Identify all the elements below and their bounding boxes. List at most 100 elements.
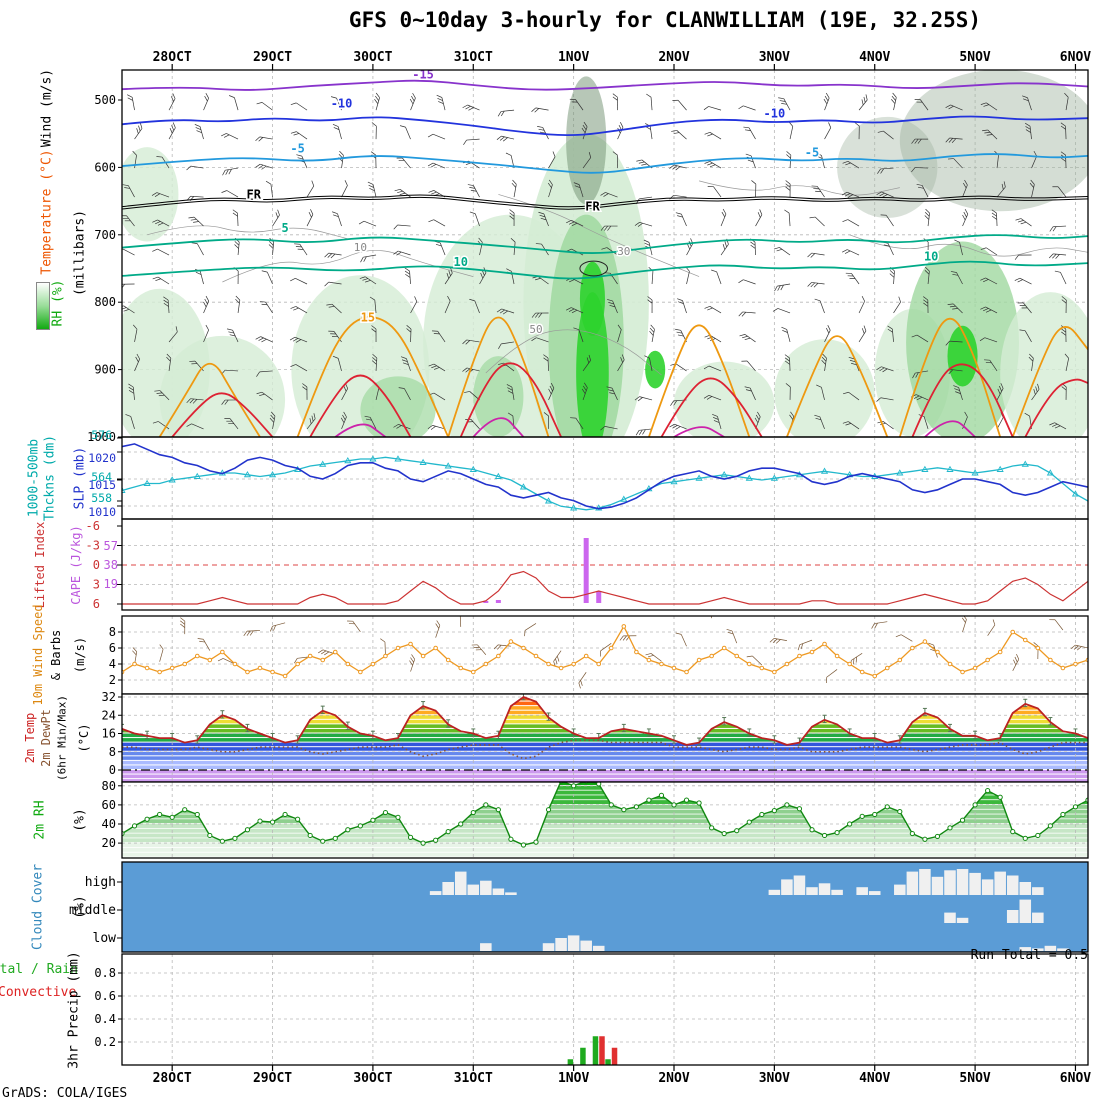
svg-text:-5: -5 [290,142,304,156]
svg-text:576: 576 [91,428,112,442]
svg-text:6NOV: 6NOV [1060,1071,1091,1086]
svg-text:3: 3 [93,578,100,592]
svg-text:31OCT: 31OCT [454,50,493,65]
panel-slp-thickness [122,437,1088,519]
axis-label-cape: CAPE (J/kg) [69,525,83,605]
svg-text:2NOV: 2NOV [658,1071,689,1086]
svg-text:2NOV: 2NOV [658,50,689,65]
panel-cloud-frame [121,861,1089,953]
axis-label-millibars: (millibars) [72,209,88,297]
svg-text:-10: -10 [764,106,786,120]
svg-text:0: 0 [109,763,116,777]
panel-li-cape [122,519,1088,610]
svg-text:600: 600 [94,160,116,174]
svg-text:30: 30 [617,245,630,258]
axis-label-precip: 3hr Precip (mm) [66,951,82,1069]
axis-label-rh-pct: (%) [72,808,88,832]
svg-text:0.8: 0.8 [94,966,116,980]
panel-cloud [122,862,1088,952]
svg-text:1020: 1020 [88,451,116,465]
svg-text:10: 10 [354,241,367,254]
svg-text:2: 2 [109,673,116,687]
svg-text:500: 500 [94,93,116,107]
svg-text:low: low [93,931,117,946]
svg-text:558: 558 [91,491,112,505]
run-total: Run Total = 0.5 [970,948,1088,963]
svg-text:16: 16 [102,727,116,741]
svg-text:6: 6 [93,597,100,611]
svg-text:800: 800 [94,295,116,309]
svg-text:6: 6 [109,641,116,655]
panel-upper-air: 10 30 50 -15 -10 -10 -5 -5 FR FR 5 10 10 15 [122,67,1088,437]
svg-text:60: 60 [102,798,116,812]
svg-text:10: 10 [454,255,468,269]
svg-text:38: 38 [104,558,118,572]
svg-text:0.2: 0.2 [94,1035,116,1049]
svg-text:0.6: 0.6 [94,989,116,1003]
svg-text:-5: -5 [805,146,819,160]
svg-text:1NOV: 1NOV [558,1071,589,1086]
legend-total-rain: Total / Rain [0,962,78,977]
axis-label-ms: (m/s) [73,636,87,674]
svg-text:1NOV: 1NOV [558,50,589,65]
svg-text:0: 0 [93,558,100,572]
svg-text:0.4: 0.4 [94,1012,116,1026]
svg-text:30OCT: 30OCT [353,1071,392,1086]
svg-text:5NOV: 5NOV [959,50,990,65]
axis-label-barbs: & Barbs [49,629,63,681]
panel-precip [122,954,1088,1065]
panel-precip-frame [121,953,1089,1066]
svg-text:32: 32 [102,690,116,704]
svg-text:-6: -6 [86,519,100,533]
rh-colorbar [36,282,50,330]
svg-text:3NOV: 3NOV [759,50,790,65]
svg-text:5NOV: 5NOV [959,1071,990,1086]
panel-temp [122,694,1088,782]
panel-rh2m [122,782,1088,858]
svg-text:1010: 1010 [88,505,116,519]
svg-text:-3: -3 [86,539,100,553]
svg-text:19: 19 [104,577,118,591]
axis-label-rh: RH (%) [50,279,66,327]
chart-title: GFS 0~10day 3-hourly for CLANWILLIAM (19… [348,8,982,32]
panel-wind10m [122,616,1088,694]
axis-label-thickness-1: 1000-500mb [26,438,42,518]
axis-label-temperature: Temperature (°C) [39,149,55,275]
svg-text:10: 10 [924,249,938,263]
axis-label-2m-dewpt: 2m DewPt [39,709,53,767]
svg-text:4NOV: 4NOV [859,1071,890,1086]
svg-text:5: 5 [281,221,288,235]
axis-label-wind: Wind (m/s) [39,68,55,148]
svg-text:FR: FR [585,199,600,213]
svg-text:-15: -15 [412,67,434,81]
axis-label-lifted-index: Lifted Index [33,521,47,609]
svg-text:3NOV: 3NOV [759,1071,790,1086]
svg-text:FR: FR [247,187,262,201]
legend-convective: Convective [0,985,77,1000]
svg-text:29OCT: 29OCT [253,1071,292,1086]
svg-text:28OCT: 28OCT [153,1071,192,1086]
svg-text:4: 4 [109,657,116,671]
svg-text:-10: -10 [331,96,353,110]
svg-text:1015: 1015 [88,478,116,492]
grads-credit: GrADS: COLA/IGES [2,1086,128,1100]
axis-label-cloud-cover: Cloud Cover [30,863,46,951]
svg-text:4NOV: 4NOV [859,50,890,65]
svg-text:57: 57 [104,539,118,553]
svg-text:31OCT: 31OCT [454,1071,493,1086]
axis-label-2m-temp: 2m Temp [23,712,37,764]
axis-label-cloud-pct: (%) [72,895,88,919]
svg-text:900: 900 [94,363,116,377]
svg-text:8: 8 [109,625,116,639]
svg-text:20: 20 [102,836,116,850]
svg-text:28OCT: 28OCT [153,50,192,65]
svg-text:middle: middle [69,903,116,918]
axis-label-degc: (°C) [77,723,91,753]
svg-text:24: 24 [102,708,116,722]
svg-text:50: 50 [529,323,542,336]
svg-text:29OCT: 29OCT [253,50,292,65]
axis-label-slp: SLP (mb) [72,446,88,510]
svg-text:40: 40 [102,817,116,831]
